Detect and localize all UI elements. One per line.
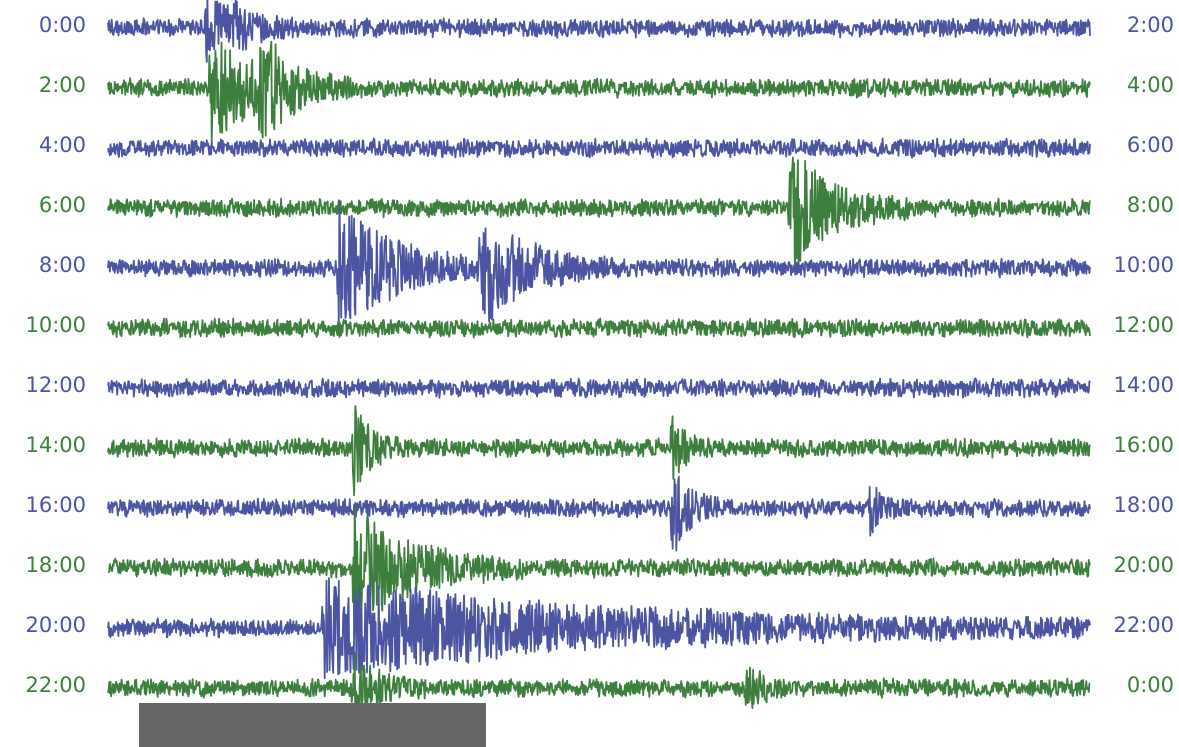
right-time-label: 2:00 <box>1127 13 1174 37</box>
left-time-label: 12:00 <box>25 373 86 397</box>
left-time-label: 10:00 <box>25 313 86 337</box>
right-time-label: 0:00 <box>1127 673 1174 697</box>
right-time-label: 4:00 <box>1127 73 1174 97</box>
trace-2 <box>107 40 1091 142</box>
right-time-label: 22:00 <box>1113 613 1174 637</box>
right-time-label: 16:00 <box>1113 433 1174 457</box>
trace-3 <box>107 137 1091 159</box>
left-time-label: 20:00 <box>25 613 86 637</box>
trace-1 <box>107 0 1091 63</box>
left-time-labels: 0:00 2:00 4:00 6:00 8:00 10:00 12:00 14:00 16:00… <box>25 13 86 697</box>
right-time-label: 18:00 <box>1113 493 1174 517</box>
right-time-label: 20:00 <box>1113 553 1174 577</box>
left-time-label: 6:00 <box>39 193 86 217</box>
trace-9 <box>107 475 1091 552</box>
trace-8 <box>107 405 1091 497</box>
gray-overlay-box <box>139 703 486 747</box>
trace-7 <box>107 377 1091 399</box>
left-time-label: 22:00 <box>25 673 86 697</box>
left-time-label: 2:00 <box>39 73 86 97</box>
left-time-label: 18:00 <box>25 553 86 577</box>
trace-11 <box>107 577 1091 680</box>
right-time-label: 14:00 <box>1113 373 1174 397</box>
right-time-label: 12:00 <box>1113 313 1174 337</box>
right-time-label: 10:00 <box>1113 253 1174 277</box>
trace-6 <box>107 317 1091 339</box>
trace-10 <box>107 506 1091 637</box>
trace-12 <box>107 651 1091 718</box>
trace-5 <box>107 200 1091 331</box>
right-time-labels: 2:00 4:00 6:00 8:00 10:00 12:00 14:00 16:00 18:0… <box>1113 13 1174 697</box>
right-time-label: 8:00 <box>1127 193 1174 217</box>
left-time-label: 4:00 <box>39 133 86 157</box>
trace-4 <box>107 156 1091 269</box>
left-time-label: 16:00 <box>25 493 86 517</box>
left-time-label: 0:00 <box>39 13 86 37</box>
left-time-label: 8:00 <box>39 253 86 277</box>
left-time-label: 14:00 <box>25 433 86 457</box>
right-time-label: 6:00 <box>1127 133 1174 157</box>
trace-group <box>107 0 1091 718</box>
